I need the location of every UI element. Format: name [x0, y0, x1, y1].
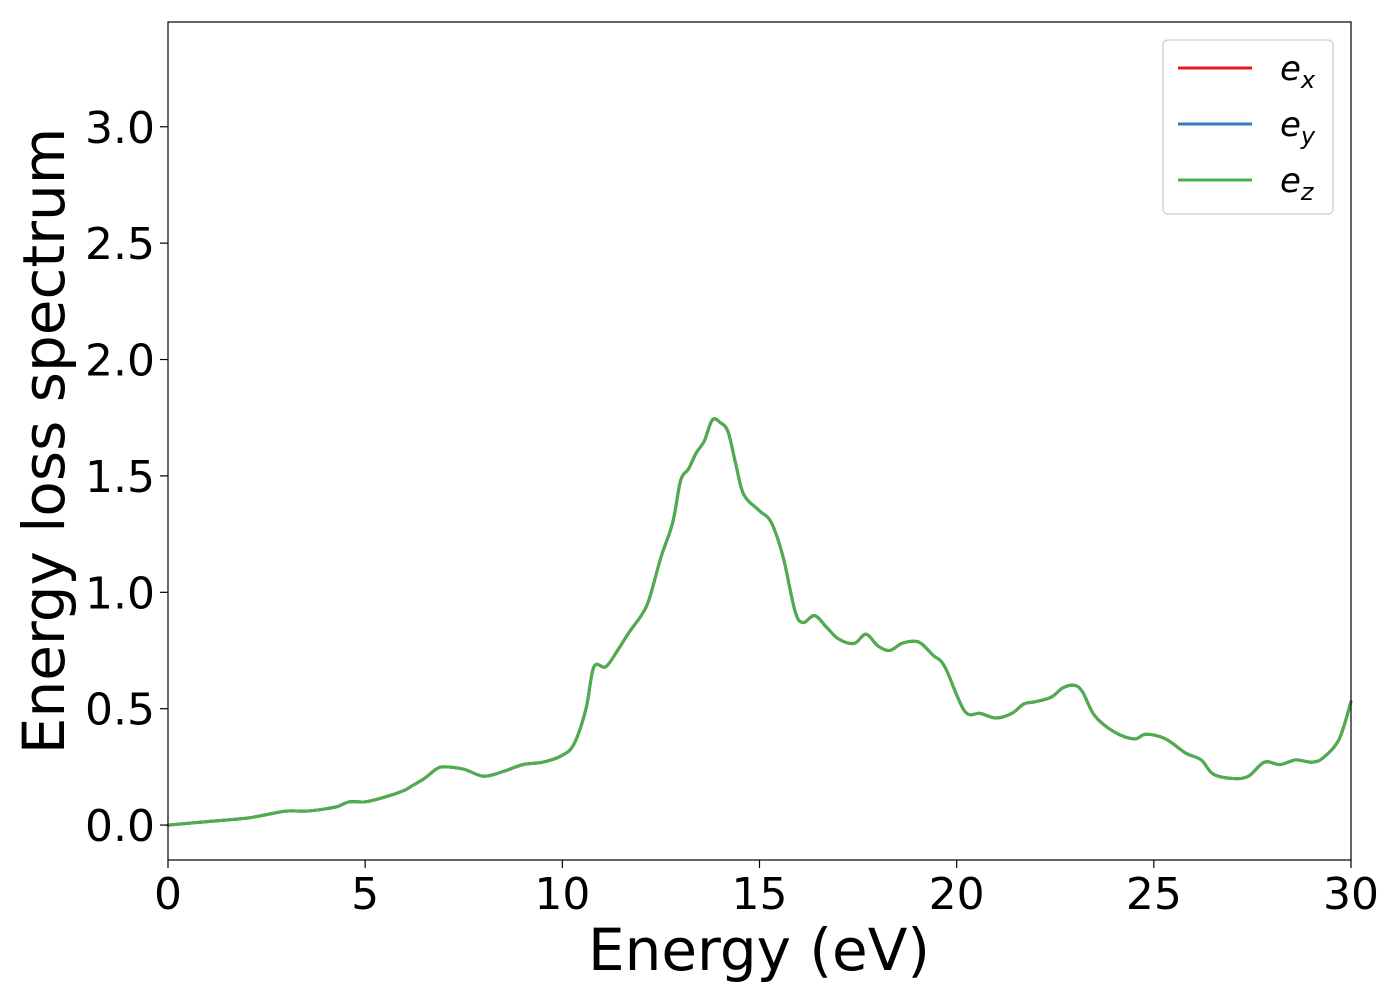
legend-label-base: e	[1280, 49, 1301, 89]
x-tick-label: 25	[1126, 869, 1182, 920]
y-tick-label: 0.5	[85, 685, 155, 736]
series-layer	[166, 417, 1353, 827]
y-tick-label: 2.0	[85, 336, 155, 387]
x-tick-label: 10	[534, 869, 590, 920]
legend-label-subscript: y	[1300, 122, 1316, 150]
legend-box	[1162, 39, 1334, 215]
x-tick-label: 20	[929, 869, 985, 920]
legend-label-subscript: z	[1300, 178, 1315, 206]
legend-label-subscript: x	[1300, 66, 1316, 94]
legend-label-y: ey	[1280, 105, 1316, 150]
legend-label-z: ez	[1280, 161, 1315, 206]
legend-label-base: e	[1280, 105, 1301, 145]
x-axis-title: Energy (eV)	[588, 916, 930, 984]
legend-label-base: e	[1280, 161, 1301, 201]
y-tick-label: 2.5	[85, 219, 155, 270]
x-axis: 0 5 10 15 20 25 30	[154, 860, 1379, 920]
y-tick-label: 3.0	[85, 103, 155, 154]
y-tick-label: 1.0	[85, 568, 155, 619]
x-tick-label: 5	[351, 869, 379, 920]
y-tick-label: 1.5	[85, 452, 155, 503]
y-tick-label: 0.0	[85, 801, 155, 852]
y-axis-title: Energy loss spectrum	[10, 128, 78, 754]
legend-label-x: ex	[1280, 49, 1316, 94]
series-line-z	[166, 417, 1353, 827]
x-tick-label: 15	[732, 869, 788, 920]
x-tick-label: 0	[154, 869, 182, 920]
y-axis: 0.0 0.5 1.0 1.5 2.0 2.5 3.0	[85, 103, 168, 852]
x-tick-label: 30	[1323, 869, 1379, 920]
